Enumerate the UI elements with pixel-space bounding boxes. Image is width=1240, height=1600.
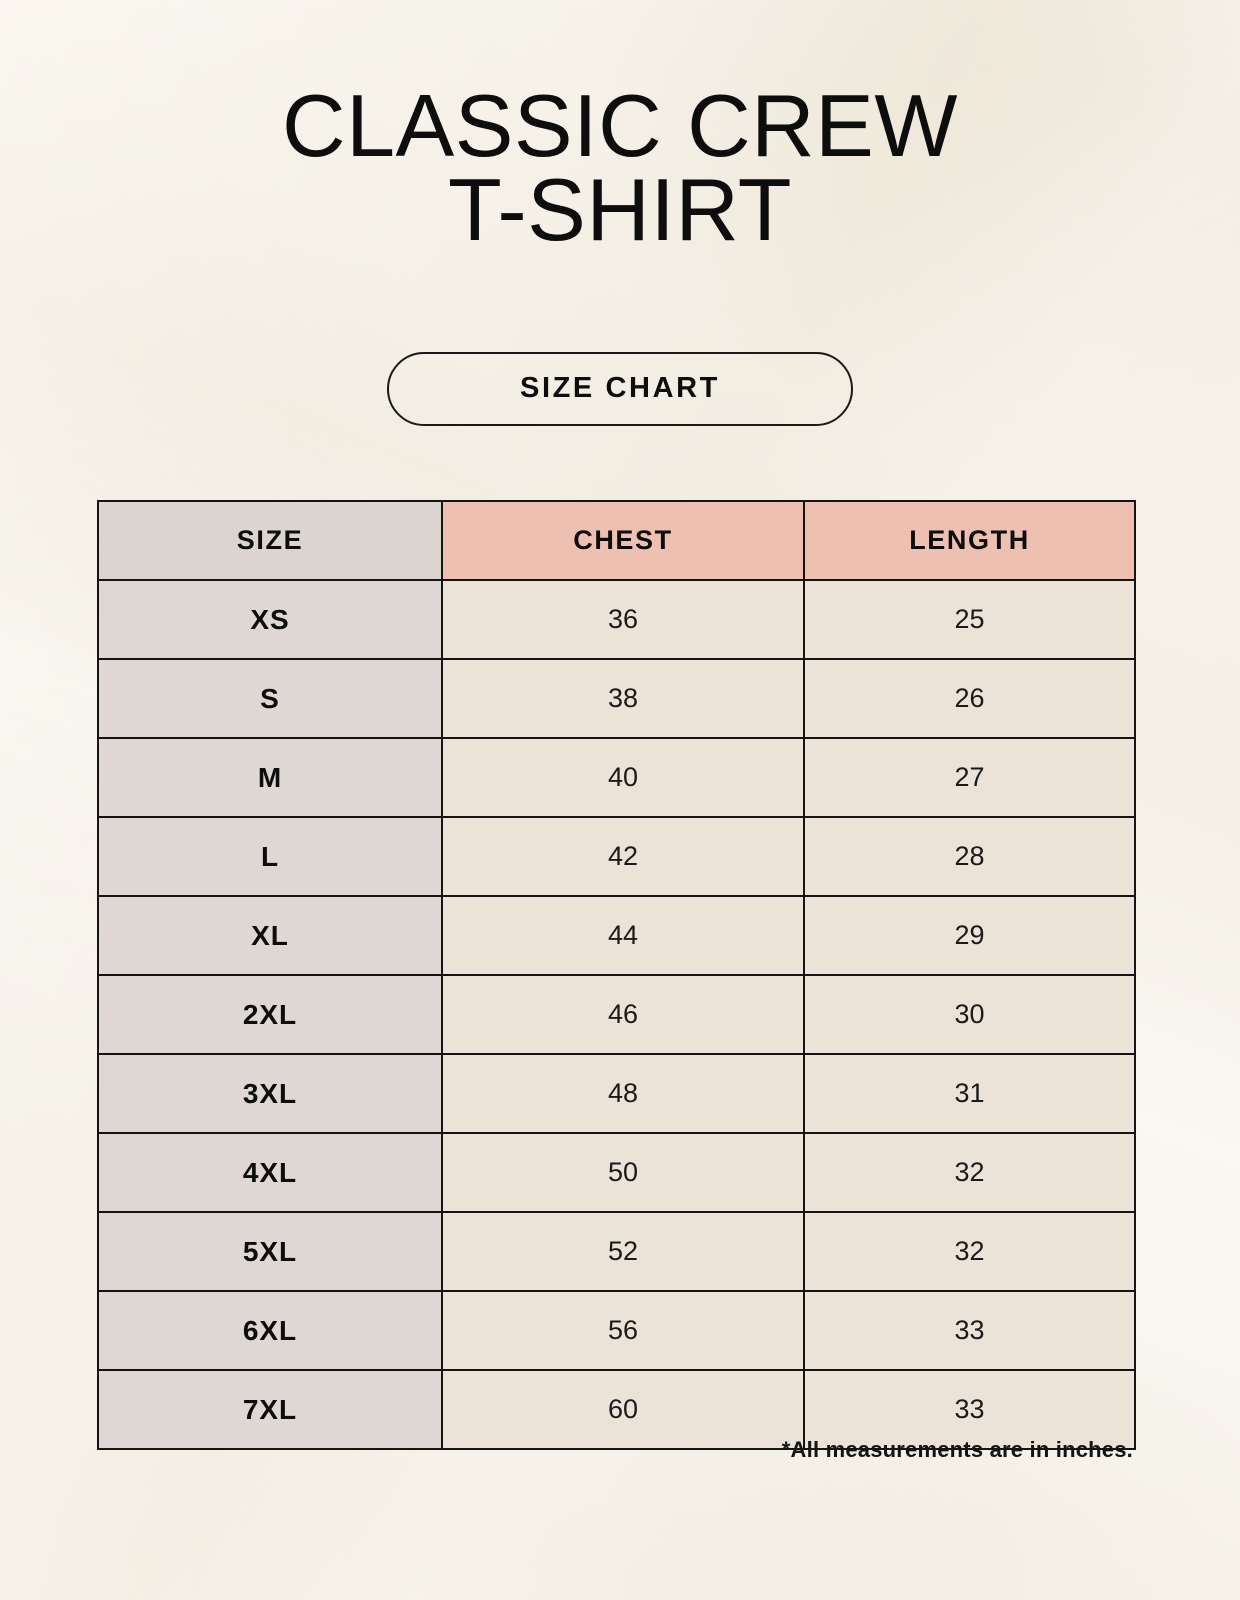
table-row: XL 44 29 [97,895,1136,976]
column-header-size: SIZE [97,500,443,581]
cell-length: 25 [803,579,1136,660]
table-header-row: SIZE CHEST LENGTH [97,500,1136,581]
cell-length: 33 [803,1290,1136,1371]
cell-length: 30 [803,974,1136,1055]
cell-chest: 40 [441,737,805,818]
page-title: CLASSIC CREW T-SHIRT [282,76,958,260]
cell-size: 7XL [97,1369,443,1450]
table-row: 5XL 52 32 [97,1211,1136,1292]
size-table-head: SIZE CHEST LENGTH [97,500,1136,581]
cell-size: 4XL [97,1132,443,1213]
size-table-body: XS 36 25 S 38 26 M 40 27 L 42 28 XL 44 29 2XL 46 30 3XL 48 3… [97,579,1136,1450]
column-header-length: LENGTH [803,500,1136,581]
table-row: S 38 26 [97,658,1136,739]
cell-size: L [97,816,443,897]
cell-length: 26 [803,658,1136,739]
cell-size: XL [97,895,443,976]
cell-size: 5XL [97,1211,443,1292]
cell-length: 27 [803,737,1136,818]
table-row: M 40 27 [97,737,1136,818]
cell-size: XS [97,579,443,660]
table-row: L 42 28 [97,816,1136,897]
badge-container: SIZE CHART [0,352,1240,426]
table-row: XS 36 25 [97,579,1136,660]
measurement-footnote: *All measurements are in inches. [781,1437,1133,1462]
cell-length: 31 [803,1053,1136,1134]
cell-chest: 60 [441,1369,805,1450]
size-table-container: SIZE CHEST LENGTH XS 36 25 S 38 26 M 40 27 L 42 28 X… [97,500,1136,1450]
cell-chest: 42 [441,816,805,897]
table-row: 2XL 46 30 [97,974,1136,1055]
cell-chest: 48 [441,1053,805,1134]
cell-chest: 56 [441,1290,805,1371]
table-row: 3XL 48 31 [97,1053,1136,1134]
cell-size: M [97,737,443,818]
cell-size: S [97,658,443,739]
cell-chest: 46 [441,974,805,1055]
cell-chest: 38 [441,658,805,739]
title-block: CLASSIC CREW T-SHIRT [0,76,1240,260]
cell-size: 2XL [97,974,443,1055]
column-header-chest: CHEST [441,500,805,581]
cell-chest: 50 [441,1132,805,1213]
cell-length: 33 [803,1369,1136,1450]
cell-length: 32 [803,1211,1136,1292]
table-row: 7XL 60 33 [97,1369,1136,1450]
table-row: 6XL 56 33 [97,1290,1136,1371]
table-row: 4XL 50 32 [97,1132,1136,1213]
cell-chest: 36 [441,579,805,660]
cell-size: 3XL [97,1053,443,1134]
cell-length: 28 [803,816,1136,897]
cell-length: 32 [803,1132,1136,1213]
cell-size: 6XL [97,1290,443,1371]
cell-chest: 52 [441,1211,805,1292]
size-chart-badge: SIZE CHART [387,352,853,426]
size-table: SIZE CHEST LENGTH XS 36 25 S 38 26 M 40 27 L 42 28 X… [97,500,1136,1450]
cell-chest: 44 [441,895,805,976]
cell-length: 29 [803,895,1136,976]
